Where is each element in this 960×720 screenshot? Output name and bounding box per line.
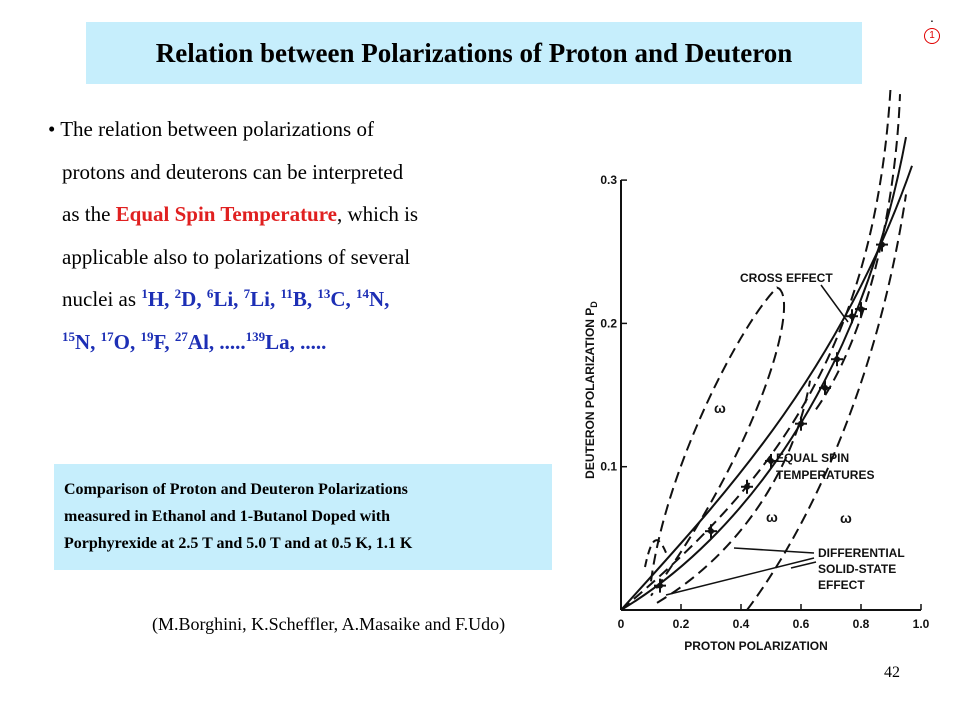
nuclei-list-part-2: 15N, 17O, 19F, 27Al, .....139La, ..... <box>62 330 326 354</box>
x-tick-label: 1.0 <box>913 617 930 631</box>
y-axis-title: DEUTERON POLARIZATION PD <box>583 301 599 479</box>
nucleus-symbol-2: Li, <box>213 287 243 311</box>
nucleus-mass-9: 19 <box>141 329 154 344</box>
y-axis-title-main: DEUTERON POLARIZATION P <box>583 308 597 479</box>
page-number: 42 <box>884 664 900 682</box>
differential-pointer-2 <box>666 558 814 595</box>
polarization-plot: 0 0.2 0.4 0.6 0.8 1.0 0.1 0.2 0.3 PROTON POLARIZ… <box>566 90 938 662</box>
body-text-3-pre: as the <box>62 202 116 226</box>
y-tick-label: 0.1 <box>600 460 617 474</box>
body-text-2: protons and deuterons can be interpreted <box>48 151 528 194</box>
nucleus-symbol-8: O, <box>114 330 141 354</box>
body-line-3: as the Equal Spin Temperature, which is <box>48 193 528 236</box>
nucleus-mass-7: 15 <box>62 329 75 344</box>
slide-number-badge: 1 <box>924 28 940 44</box>
body-text-5-pre: nuclei as <box>62 287 141 311</box>
x-tick-label: 0.2 <box>673 617 690 631</box>
nucleus-symbol-1: D, <box>181 287 207 311</box>
equal-spin-label-1: EQUAL SPIN <box>776 451 849 465</box>
equal-spin-label-2: TEMPERATURES <box>776 468 874 482</box>
nucleus-symbol-5: C, <box>330 287 356 311</box>
omega-label-2: ω <box>766 509 778 525</box>
nucleus-mass-10: 27 <box>175 329 188 344</box>
omega-label-1: ω <box>714 400 726 416</box>
cross-effect-curve-steep <box>816 94 900 409</box>
differential-effect-curve-2 <box>657 381 810 603</box>
y-tick-label: 0.3 <box>600 173 617 187</box>
nucleus-mass-8: 17 <box>101 329 114 344</box>
nucleus-mass-4: 11 <box>281 286 293 301</box>
differential-label-2: SOLID-STATE <box>818 562 896 576</box>
x-tick-label: 0 <box>618 617 625 631</box>
cross-effect-curve <box>621 90 891 610</box>
nucleus-symbol-4: B, <box>293 287 318 311</box>
data-point <box>855 302 867 316</box>
figure-credit: (M.Borghini, K.Scheffler, A.Masaike and … <box>152 614 505 635</box>
nucleus-symbol-11: La, ..... <box>265 330 326 354</box>
body-text-4: applicable also to polarizations of seve… <box>48 236 528 279</box>
polarization-figure: 0 0.2 0.4 0.6 0.8 1.0 0.1 0.2 0.3 PROTON POLARIZ… <box>566 90 938 662</box>
body-text-1: The relation between polarizations of <box>60 117 374 141</box>
figure-caption-box: Comparison of Proton and Deuteron Polari… <box>54 464 552 570</box>
nucleus-symbol-0: H, <box>148 287 175 311</box>
differential-label-3: EFFECT <box>818 578 865 592</box>
body-line-5: nuclei as 1H, 2D, 6Li, 7Li, 11B, 13C, 14… <box>48 278 528 321</box>
nucleus-mass-6: 14 <box>356 286 369 301</box>
y-tick-label: 0.2 <box>600 316 617 330</box>
nuclei-list-part-1: 1H, 2D, 6Li, 7Li, 11B, 13C, 14N, <box>141 287 389 311</box>
caption-line-1: Comparison of Proton and Deuteron Polari… <box>64 476 542 503</box>
slide-marker: . 1 <box>922 12 942 44</box>
x-tick-label: 0.6 <box>793 617 810 631</box>
equal-spin-curve-upper <box>621 166 912 610</box>
body-text-3-post: , which is <box>337 202 418 226</box>
nucleus-mass-11: 139 <box>246 329 266 344</box>
body-line-1: • The relation between polarizations of <box>48 108 528 151</box>
caption-line-3: Porphyrexide at 2.5 T and 5.0 T and at 0… <box>64 530 542 557</box>
x-tick-label: 0.8 <box>853 617 870 631</box>
body-paragraph: • The relation between polarizations of … <box>48 108 528 363</box>
bullet: • <box>48 117 55 141</box>
nucleus-symbol-3: Li, <box>250 287 280 311</box>
nucleus-mass-5: 13 <box>317 286 330 301</box>
x-tick-label: 0.4 <box>733 617 750 631</box>
caption-line-2: measured in Ethanol and 1-Butanol Doped … <box>64 503 542 530</box>
differential-pointer-1 <box>734 548 814 553</box>
x-axis-title: PROTON POLARIZATION <box>684 639 828 653</box>
nucleus-symbol-10: Al, ..... <box>188 330 246 354</box>
slide-marker-dot: . <box>922 12 942 22</box>
nucleus-symbol-9: F, <box>154 330 175 354</box>
title-banner: Relation between Polarizations of Proton… <box>86 22 862 84</box>
body-line-6: 15N, 17O, 19F, 27Al, .....139La, ..... <box>48 321 528 364</box>
omega-label-3: ω <box>840 510 852 526</box>
cross-effect-pointer <box>821 285 848 322</box>
slide-title: Relation between Polarizations of Proton… <box>156 38 792 69</box>
equal-spin-temperature-term: Equal Spin Temperature <box>116 202 337 226</box>
differential-label-1: DIFFERENTIAL <box>818 546 905 560</box>
data-point <box>819 381 831 395</box>
cross-effect-label: CROSS EFFECT <box>740 271 833 285</box>
nucleus-symbol-6: N, <box>369 287 389 311</box>
nucleus-symbol-7: N, <box>75 330 101 354</box>
y-axis-title-subscript: D <box>589 301 599 308</box>
